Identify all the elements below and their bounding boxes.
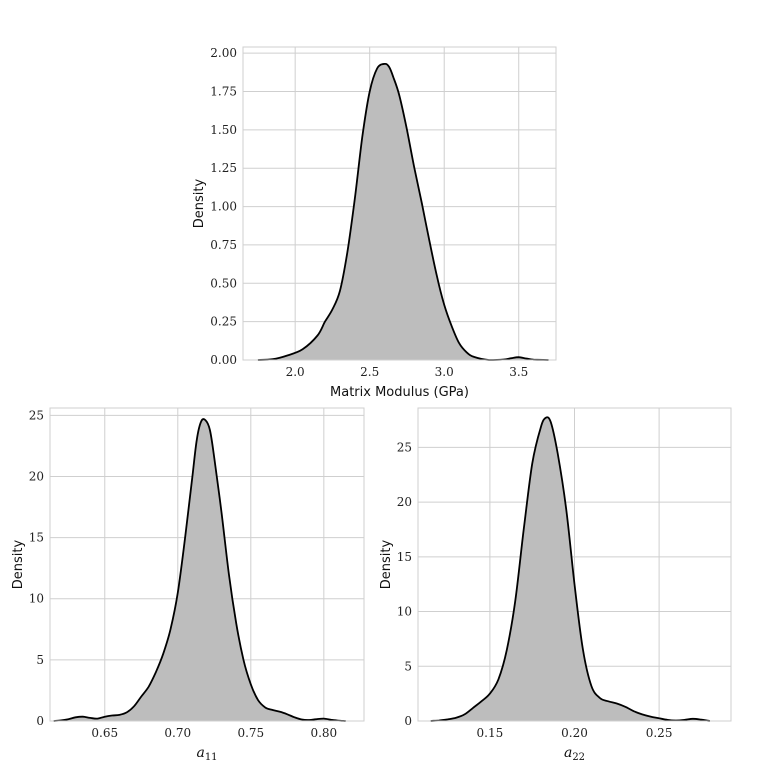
density-curve bbox=[430, 416, 711, 722]
density-curve bbox=[53, 418, 346, 722]
plot-frame bbox=[242, 46, 557, 361]
y-tick-label: 0.00 bbox=[210, 353, 237, 367]
x-tick-label: 0.65 bbox=[91, 726, 118, 740]
y-tick-label: 1.00 bbox=[210, 200, 237, 214]
y-tick-label: 20 bbox=[29, 469, 44, 483]
x-tick-label: 0.25 bbox=[646, 726, 673, 740]
kde-panel-2: 0.65 0.70 0.75 0.80 0 5 10 15 20 25 a11 Density bbox=[11, 407, 365, 763]
y-tick-label: 0 bbox=[36, 714, 44, 728]
density-area bbox=[53, 419, 346, 721]
y-tick-label: 20 bbox=[397, 495, 412, 509]
x-tick-label: 0.70 bbox=[164, 726, 191, 740]
plot-frame bbox=[49, 407, 365, 722]
y-tick-label: 0.50 bbox=[210, 276, 237, 290]
y-tick-label: 0.25 bbox=[210, 315, 237, 329]
density-area bbox=[257, 63, 549, 360]
y-tick-label: 2.00 bbox=[210, 46, 237, 60]
x-axis-label: Matrix Modulus (GPa) bbox=[330, 385, 469, 400]
x-tick-label: 3.0 bbox=[435, 365, 454, 379]
y-tick-label: 10 bbox=[397, 605, 412, 619]
x-axis-label: a22 bbox=[564, 745, 585, 763]
kde-panel-3: 0.15 0.20 0.25 0 5 10 15 20 25 a22 Density bbox=[379, 407, 732, 763]
x-axis-label-subscript: 22 bbox=[572, 752, 585, 763]
y-tick-label: 1.75 bbox=[210, 84, 237, 98]
y-tick-label: 1.50 bbox=[210, 123, 237, 137]
y-tick-label: 25 bbox=[29, 408, 44, 422]
y-tick-label: 25 bbox=[397, 440, 412, 454]
x-axis-label-main: a bbox=[564, 745, 572, 761]
y-axis-label: Density bbox=[11, 539, 26, 589]
x-tick-label: 0.80 bbox=[310, 726, 337, 740]
x-tick-label: 3.5 bbox=[509, 365, 528, 379]
y-tick-label: 5 bbox=[36, 653, 44, 667]
y-tick-label: 5 bbox=[404, 659, 412, 673]
y-tick-label: 1.25 bbox=[210, 161, 237, 175]
x-tick-label: 2.5 bbox=[360, 365, 379, 379]
y-axis-label: Density bbox=[379, 539, 394, 589]
kde-panel-1: 2.0 2.5 3.0 3.5 0.00 0.25 0.50 0.75 1.00 1.25 1.50… bbox=[192, 46, 557, 400]
x-tick-label: 2.0 bbox=[286, 365, 305, 379]
y-tick-label: 0.75 bbox=[210, 238, 237, 252]
y-tick-label: 0 bbox=[404, 714, 412, 728]
y-axis-label: Density bbox=[192, 178, 207, 228]
x-axis-label-subscript: 11 bbox=[205, 752, 218, 763]
y-tick-label: 15 bbox=[29, 531, 44, 545]
plot-frame bbox=[417, 407, 732, 722]
x-tick-label: 0.15 bbox=[477, 726, 504, 740]
x-axis-label: a11 bbox=[196, 745, 217, 763]
y-tick-label: 10 bbox=[29, 592, 44, 606]
density-area bbox=[430, 417, 710, 721]
x-tick-label: 0.75 bbox=[237, 726, 264, 740]
y-tick-label: 15 bbox=[397, 550, 412, 564]
x-tick-label: 0.20 bbox=[561, 726, 588, 740]
x-axis-label-main: a bbox=[196, 745, 204, 761]
